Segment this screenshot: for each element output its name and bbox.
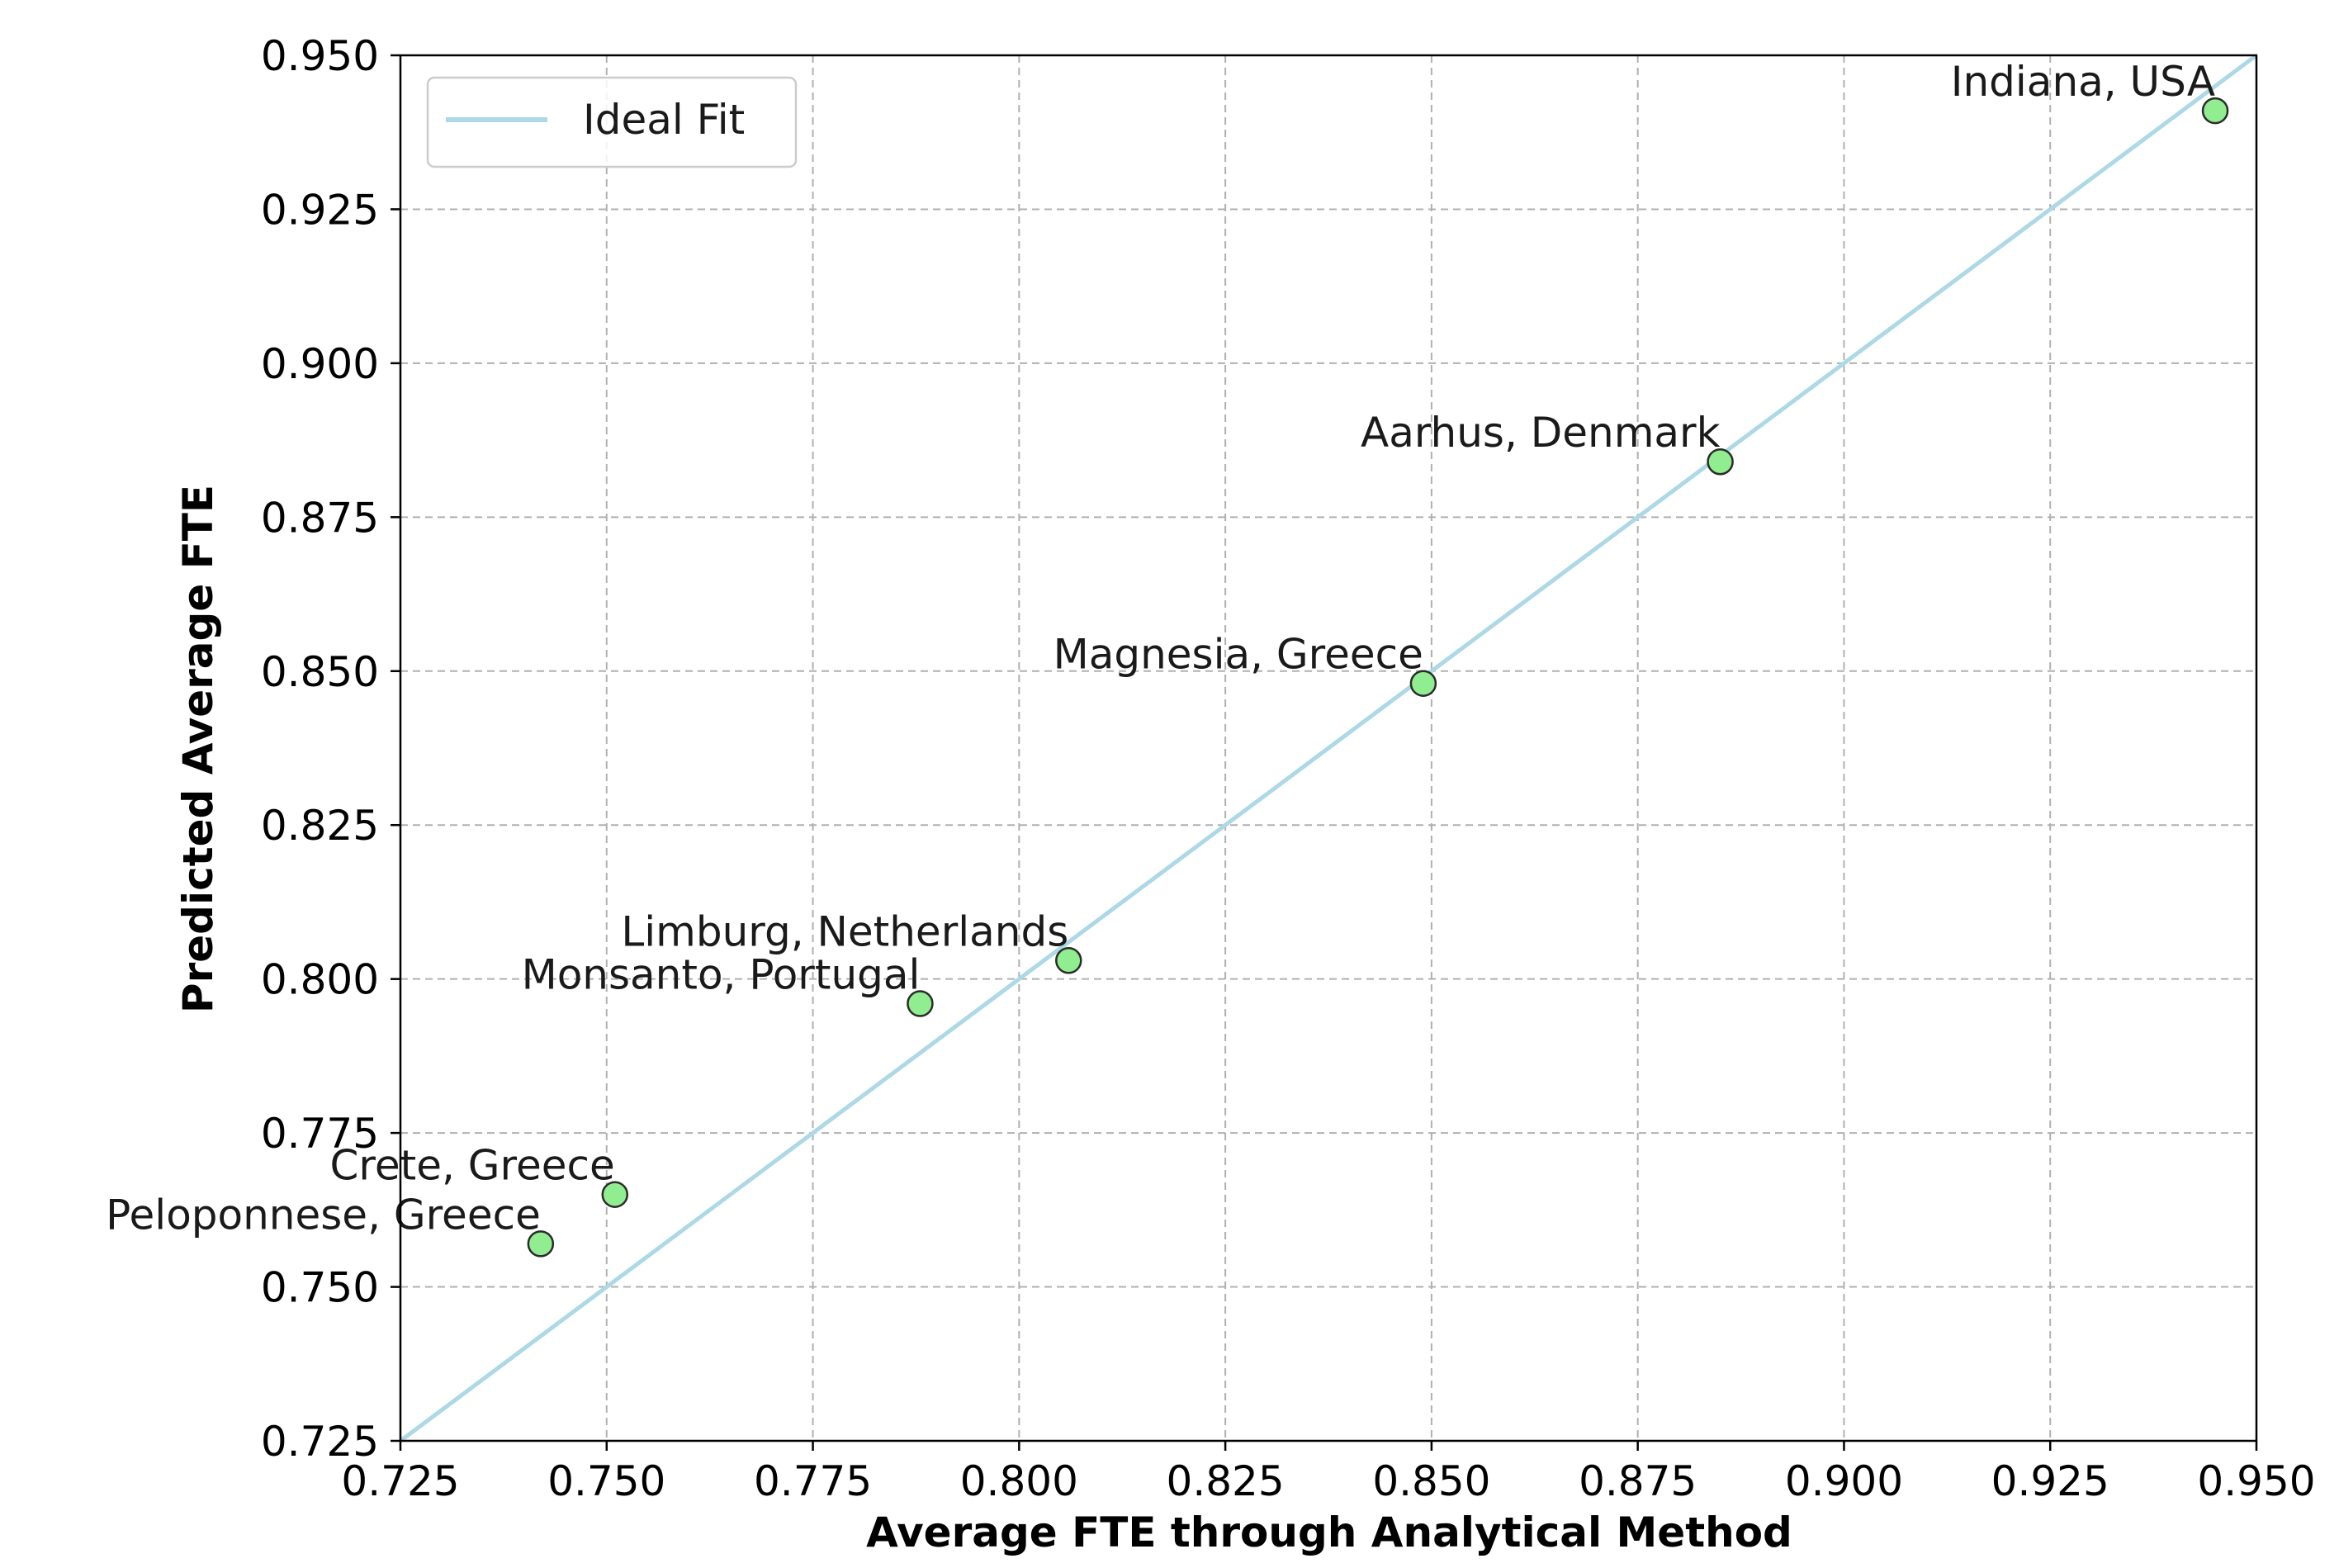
y-tick-label: 0.875	[261, 494, 379, 542]
x-tick-label: 0.800	[960, 1457, 1078, 1505]
data-point	[527, 1230, 555, 1258]
y-tick-label: 0.850	[261, 648, 379, 696]
x-tick-label: 0.900	[1785, 1457, 1903, 1505]
x-tick-label: 0.750	[547, 1457, 665, 1505]
points-layer: Indiana, USA Aarhus, Denmark Magnesia, Gre…	[106, 58, 2229, 1258]
x-axis-ticks: 0.725 0.750 0.775 0.800 0.825 0.850 0.875 0.900…	[341, 1441, 2316, 1505]
y-tick-label: 0.825	[261, 802, 379, 850]
legend-box	[426, 76, 798, 168]
x-tick-label: 0.775	[754, 1457, 872, 1505]
plot-frame	[399, 54, 2258, 1442]
y-tick-label: 0.925	[261, 186, 379, 234]
x-tick-label: 0.950	[2197, 1457, 2315, 1505]
data-point-label: Aarhus, Denmark	[1361, 409, 1721, 457]
x-axis-title: Average FTE through Analytical Method	[866, 1509, 1792, 1556]
data-point-label: Limburg, Netherlands	[621, 907, 1068, 955]
data-point	[2201, 97, 2229, 125]
y-tick-label: 0.800	[261, 956, 379, 1004]
ideal-fit-layer	[399, 53, 2258, 1443]
data-point	[601, 1181, 629, 1208]
data-point-label: Indiana, USA	[1951, 58, 2215, 106]
data-point-label: Magnesia, Greece	[1053, 631, 1423, 679]
data-point	[1409, 670, 1437, 697]
legend-ideal-fit-label: Ideal Fit	[583, 96, 745, 144]
y-tick-label: 0.900	[261, 340, 379, 388]
y-tick-label: 0.750	[261, 1264, 379, 1312]
data-point-label: Crete, Greece	[330, 1142, 615, 1190]
ideal-fit-line	[399, 53, 2258, 1443]
plot-border	[399, 54, 2258, 1442]
x-tick-label: 0.925	[1991, 1457, 2109, 1505]
x-tick-label: 0.875	[1579, 1457, 1697, 1505]
y-tick-label: 0.950	[261, 32, 379, 80]
y-axis-title: Predicted Average FTE	[174, 485, 222, 1013]
data-point-label: Peloponnese, Greece	[106, 1191, 541, 1239]
legend: Ideal Fit	[426, 76, 798, 168]
data-point-label: Monsanto, Portugal	[522, 950, 921, 998]
data-point	[907, 990, 934, 1017]
y-axis-ticks: 0.725 0.750 0.775 0.800 0.825 0.850 0.875 0.900…	[261, 32, 400, 1466]
y-tick-label: 0.775	[261, 1110, 379, 1158]
x-tick-label: 0.850	[1372, 1457, 1490, 1505]
data-point	[1707, 448, 1734, 476]
data-point	[1055, 947, 1082, 974]
y-tick-label: 0.725	[261, 1418, 379, 1466]
x-tick-label: 0.825	[1167, 1457, 1285, 1505]
x-tick-label: 0.725	[341, 1457, 459, 1505]
